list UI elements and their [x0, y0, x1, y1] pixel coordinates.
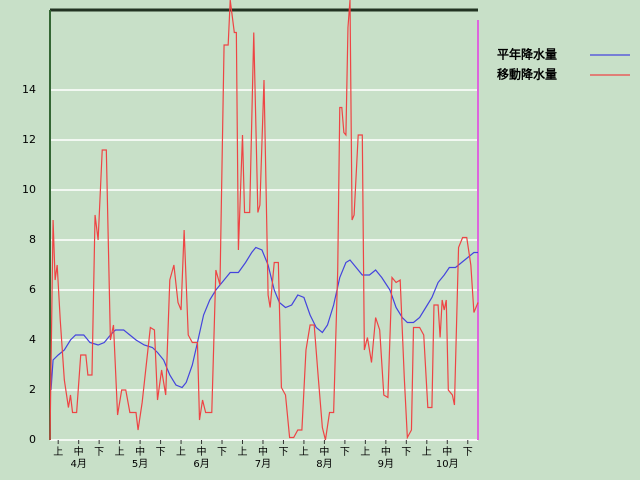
x-tick-label: 中 — [381, 445, 391, 458]
x-tick-label: 上 — [299, 446, 309, 458]
month-label: 10月 — [436, 458, 459, 470]
x-tick-label: 下 — [278, 447, 288, 458]
y-tick-label: 4 — [29, 333, 36, 346]
month-label: 7月 — [255, 458, 271, 470]
x-tick-label: 上 — [115, 446, 125, 458]
x-tick-label: 上 — [237, 446, 247, 458]
x-tick-label: 下 — [401, 447, 411, 458]
x-tick-label: 中 — [74, 445, 84, 458]
x-tick-label: 下 — [156, 447, 166, 458]
series-line — [49, 0, 479, 441]
x-tick-label: 中 — [197, 445, 207, 458]
month-label: 4月 — [70, 458, 86, 470]
y-tick-label: 12 — [22, 133, 36, 146]
x-tick-label: 下 — [463, 447, 473, 458]
y-tick-label: 2 — [29, 383, 36, 396]
month-label: 8月 — [316, 458, 332, 470]
x-tick-label: 下 — [217, 447, 227, 458]
legend-label: 平年降水量 — [497, 47, 557, 62]
month-label: 6月 — [193, 458, 209, 470]
x-tick-label: 下 — [94, 447, 104, 458]
x-tick-label: 上 — [176, 446, 186, 458]
x-tick-label: 中 — [135, 445, 145, 458]
x-tick-label: 上 — [422, 446, 432, 458]
y-tick-label: 0 — [29, 433, 36, 446]
x-tick-label: 下 — [340, 447, 350, 458]
y-tick-label: 8 — [29, 233, 36, 246]
x-tick-label: 上 — [53, 446, 63, 458]
x-tick-label: 上 — [360, 446, 370, 458]
month-label: 5月 — [132, 458, 148, 470]
legend-label: 移動降水量 — [497, 67, 557, 82]
month-label: 9月 — [378, 458, 394, 470]
x-tick-label: 中 — [319, 445, 329, 458]
x-tick-label: 中 — [258, 445, 268, 458]
y-tick-label: 10 — [22, 183, 36, 196]
y-tick-label: 6 — [29, 283, 36, 296]
x-tick-label: 中 — [442, 445, 452, 458]
y-tick-label: 14 — [22, 83, 36, 96]
